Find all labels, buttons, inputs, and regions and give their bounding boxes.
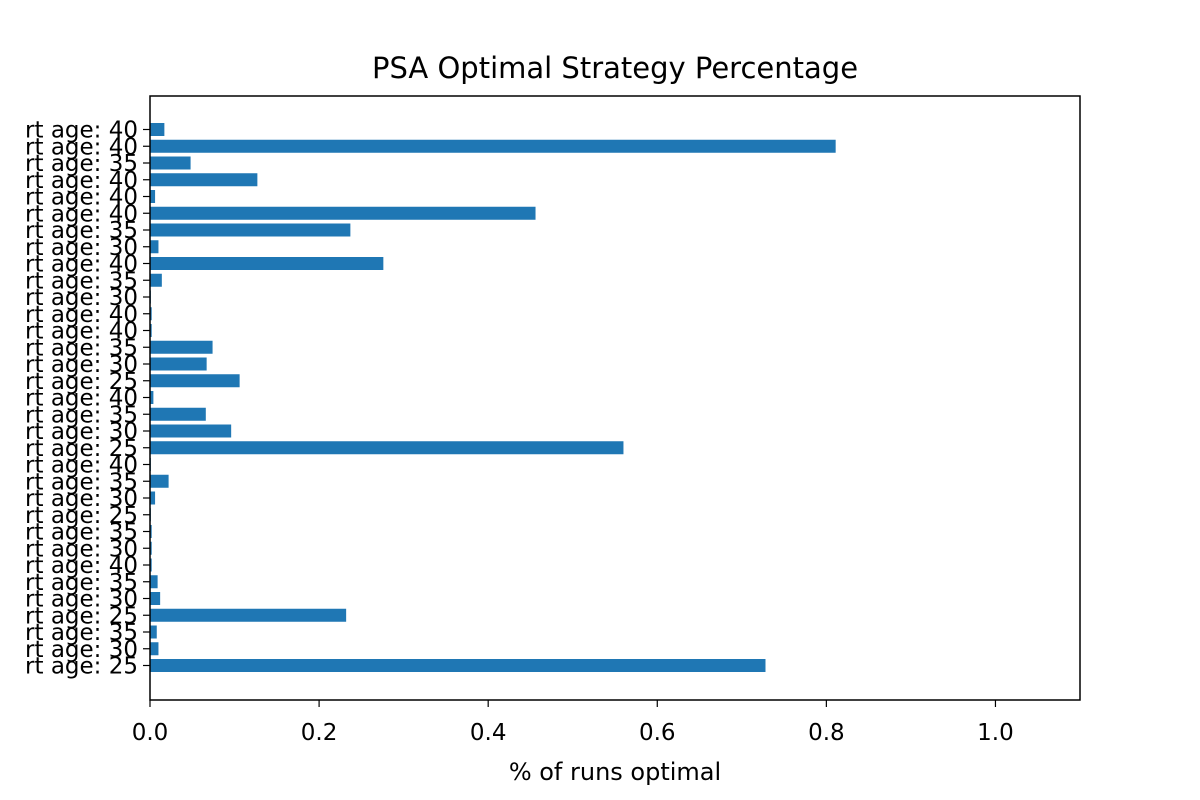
y-tick-label: rt age: 40: [25, 134, 138, 160]
y-tick-label: rt age: 40: [25, 386, 138, 412]
bar: [150, 491, 156, 505]
x-tick-label: 0.4: [470, 720, 507, 746]
bar: [150, 407, 206, 421]
y-tick-label: rt age: 35: [25, 335, 138, 361]
y-tick-label: rt age: 35: [25, 520, 138, 546]
y-tick-label: rt age: 25: [25, 436, 138, 462]
y-tick-label: rt age: 30: [25, 419, 138, 445]
y-tick-label: rt age: 35: [25, 570, 138, 596]
bar: [150, 625, 157, 639]
x-tick-label: 0.0: [132, 720, 169, 746]
y-tick-label: rt age: 35: [25, 218, 138, 244]
x-axis-label: % of runs optimal: [509, 758, 721, 786]
bar: [150, 324, 152, 337]
bar: [150, 441, 624, 455]
bar: [150, 575, 158, 589]
y-tick-label: rt age: 30: [25, 285, 138, 311]
y-tick-label: rt age: 40: [25, 302, 138, 328]
y-tick-label: rt age: 40: [25, 453, 138, 479]
y-tick-label: rt age: 30: [25, 235, 138, 261]
y-tick-label: rt age: 35: [25, 151, 138, 177]
bars-group: [150, 123, 836, 672]
bar: [150, 340, 213, 354]
y-tick-label: rt age: 35: [25, 402, 138, 428]
bar: [150, 558, 152, 572]
bar: [150, 223, 351, 237]
bar: [150, 257, 384, 270]
y-tick-label: rt age: 35: [25, 620, 138, 646]
bar: [150, 240, 159, 254]
x-tick-label: 0.6: [639, 720, 676, 746]
y-tick-label: rt age: 40: [25, 319, 138, 345]
bar: [150, 307, 152, 321]
x-axis-ticks: 0.0 0.2 0.4 0.6 0.8 1.0: [132, 700, 1014, 746]
bar: [150, 541, 152, 555]
y-tick-label: rt age: 40: [25, 185, 138, 211]
y-tick-label: rt age: 40: [25, 252, 138, 278]
bar: [150, 391, 154, 404]
y-tick-label: rt age: 40: [25, 118, 138, 144]
y-tick-label: rt age: 35: [25, 469, 138, 495]
bar: [150, 190, 156, 203]
chart-title: PSA Optimal Strategy Percentage: [372, 51, 858, 85]
bar: [150, 173, 258, 187]
bar: [150, 374, 240, 388]
y-tick-label: rt age: 25: [25, 369, 138, 395]
bar: [150, 592, 161, 605]
y-tick-label: rt age: 25: [25, 654, 138, 680]
y-tick-label: rt age: 25: [25, 503, 138, 529]
bar: [150, 206, 536, 220]
bar: [150, 123, 165, 136]
bar: [150, 659, 766, 672]
bar: [150, 608, 347, 622]
bar: [150, 273, 162, 287]
y-tick-label: rt age: 40: [25, 201, 138, 227]
bar: [150, 139, 836, 153]
bar: [150, 474, 169, 488]
y-tick-label: rt age: 35: [25, 268, 138, 294]
bar: [150, 357, 207, 371]
x-tick-label: 0.2: [301, 720, 338, 746]
y-tick-label: rt age: 30: [25, 536, 138, 562]
bar: [150, 642, 159, 656]
plot-frame: [149, 95, 1081, 701]
bar: [150, 424, 232, 438]
y-tick-label: rt age: 30: [25, 352, 138, 378]
y-tick-label: rt age: 40: [25, 553, 138, 579]
bar: [150, 156, 191, 170]
bar: [150, 525, 152, 538]
y-tick-label: rt age: 40: [25, 168, 138, 194]
y-tick-label: rt age: 30: [25, 637, 138, 663]
y-tick-label: rt age: 30: [25, 486, 138, 512]
y-tick-label: rt age: 25: [25, 603, 138, 629]
x-tick-label: 1.0: [977, 720, 1014, 746]
x-tick-label: 0.8: [808, 720, 845, 746]
y-tick-label: rt age: 30: [25, 587, 138, 613]
